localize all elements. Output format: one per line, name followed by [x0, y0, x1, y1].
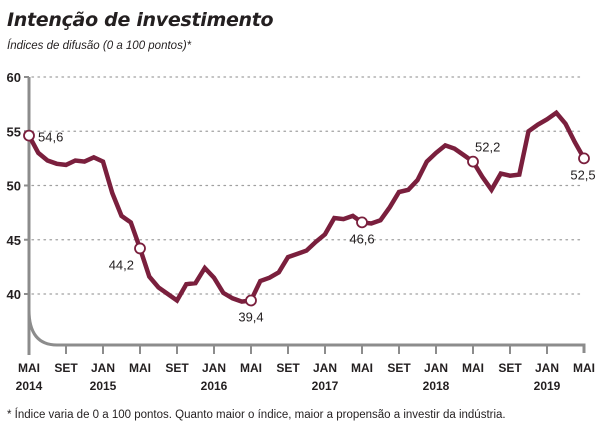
data-label: 52,2	[475, 140, 500, 155]
x-tick-year: 2017	[312, 379, 339, 393]
annotation-marker	[356, 216, 368, 229]
y-tick-label: 40	[7, 287, 21, 302]
data-label: 54,6	[38, 130, 63, 145]
y-tick-label: 60	[7, 70, 21, 85]
x-tick-label: MAI	[351, 361, 373, 375]
x-axis-line	[27, 77, 586, 353]
data-label: 39,4	[238, 310, 263, 325]
x-tick-label: JAN	[313, 361, 337, 375]
gridlines	[31, 76, 585, 295]
x-tick-label: MAI	[573, 361, 595, 375]
x-axis-ticks: MAI 2014 SET JAN 2015 MAI SET JAN 2016 MAI SET JAN 2…	[16, 345, 595, 393]
data-labels: 54,6 44,2 39,4 46,6 52,2 52,5	[38, 130, 596, 325]
annotation-marker	[578, 152, 590, 165]
series-line	[27, 109, 586, 304]
x-tick-year: 2016	[201, 379, 228, 393]
x-tick-year: 2014	[16, 379, 43, 393]
x-tick-label: SET	[276, 361, 300, 375]
x-tick-label: MAI	[462, 361, 484, 375]
x-tick-label: JAN	[424, 361, 448, 375]
annotation-marker	[23, 129, 35, 142]
y-tick-label: 55	[7, 124, 21, 139]
x-tick-label: SET	[498, 361, 522, 375]
x-tick-label: JAN	[202, 361, 226, 375]
x-tick-label: MAI	[18, 361, 40, 375]
y-axis-ticks: 40 45 50 55 60	[7, 70, 29, 302]
annotation-marker	[134, 242, 146, 255]
x-tick-year: 2018	[423, 379, 450, 393]
chart-subtitle: Índices de difusão (0 a 100 pontos)*	[7, 40, 192, 52]
x-tick-label: JAN	[535, 361, 559, 375]
x-tick-label: MAI	[240, 361, 262, 375]
y-tick-label: 45	[7, 233, 21, 248]
series-line-intenção-de-investimento	[27, 109, 586, 304]
annotation-markers	[23, 129, 590, 307]
x-tick-label: JAN	[91, 361, 115, 375]
x-tick-label: SET	[165, 361, 189, 375]
data-label: 46,6	[349, 231, 374, 246]
annotation-marker	[467, 155, 479, 168]
footnote: * Índice varia de 0 a 100 pontos. Quanto…	[7, 409, 506, 421]
x-tick-label: SET	[54, 361, 78, 375]
data-label: 44,2	[109, 257, 134, 272]
data-label: 52,5	[570, 167, 595, 182]
chart-title: Intenção de investimento	[7, 9, 274, 31]
y-tick-label: 50	[7, 179, 21, 194]
axes	[27, 77, 586, 355]
x-tick-label: MAI	[129, 361, 151, 375]
x-tick-year: 2015	[90, 379, 117, 393]
annotation-marker	[245, 294, 257, 307]
x-tick-label: SET	[387, 361, 411, 375]
x-tick-year: 2019	[534, 379, 561, 393]
